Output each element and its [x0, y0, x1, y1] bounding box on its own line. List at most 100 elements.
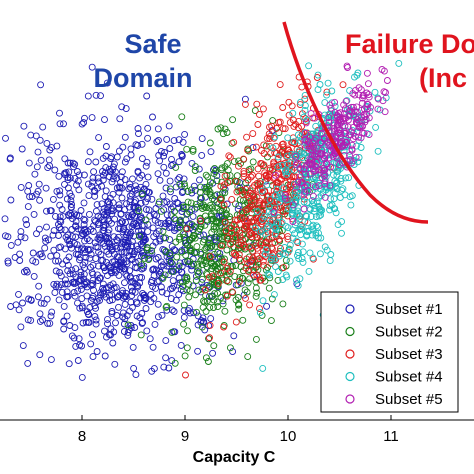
data-point-subset-1 — [185, 304, 193, 312]
data-point-subset-3 — [206, 334, 213, 342]
data-point-subset-1 — [100, 211, 108, 219]
data-point-subset-1 — [154, 125, 162, 133]
data-point-subset-3 — [251, 227, 259, 235]
data-point-subset-5 — [309, 192, 317, 200]
data-point-subset-3 — [278, 141, 286, 148]
data-point-subset-5 — [360, 111, 368, 119]
data-point-subset-4 — [297, 98, 304, 106]
data-point-subset-1 — [150, 211, 158, 218]
data-point-subset-1 — [32, 132, 40, 140]
data-point-subset-1 — [118, 218, 126, 226]
data-point-subset-1 — [118, 103, 126, 111]
data-point-subset-1 — [180, 313, 188, 321]
data-point-subset-4 — [302, 212, 310, 220]
data-point-subset-3 — [197, 217, 205, 225]
data-point-subset-1 — [87, 296, 95, 304]
data-point-subset-1 — [7, 241, 15, 249]
data-point-subset-4 — [270, 291, 278, 299]
data-point-subset-1 — [132, 197, 139, 205]
data-point-subset-2 — [159, 227, 167, 235]
data-point-subset-3 — [242, 294, 249, 302]
data-point-subset-5 — [318, 174, 326, 182]
data-point-subset-2 — [189, 147, 197, 155]
data-point-subset-2 — [210, 170, 218, 178]
data-point-subset-1 — [75, 335, 83, 343]
data-point-subset-3 — [235, 251, 243, 259]
data-point-subset-3 — [267, 259, 275, 267]
data-point-subset-4 — [338, 186, 346, 194]
data-point-subset-4 — [323, 91, 331, 99]
data-point-subset-1 — [43, 223, 50, 231]
data-point-subset-5 — [297, 165, 305, 173]
data-point-subset-1 — [205, 293, 213, 301]
data-point-subset-1 — [92, 320, 100, 328]
data-point-subset-1 — [166, 177, 174, 185]
data-point-subset-1 — [126, 192, 134, 200]
data-point-subset-5 — [320, 170, 328, 177]
data-point-subset-1 — [85, 210, 93, 218]
data-point-subset-1 — [55, 296, 63, 304]
data-point-subset-2 — [211, 164, 219, 172]
data-point-subset-1 — [119, 309, 127, 317]
data-point-subset-2 — [213, 219, 221, 226]
data-point-subset-2 — [217, 124, 225, 132]
data-point-subset-5 — [321, 135, 328, 143]
data-point-subset-4 — [355, 154, 363, 161]
data-point-subset-1 — [30, 272, 38, 280]
data-point-subset-1 — [123, 155, 131, 163]
data-point-subset-3 — [254, 165, 262, 173]
data-point-subset-1 — [134, 282, 142, 290]
data-point-subset-2 — [246, 275, 254, 283]
data-point-subset-2 — [213, 298, 221, 306]
data-point-subset-2 — [183, 275, 191, 282]
data-point-subset-3 — [284, 235, 292, 243]
data-point-subset-1 — [95, 219, 103, 227]
data-point-subset-1 — [189, 212, 197, 220]
data-point-subset-4 — [296, 275, 304, 283]
data-point-subset-1 — [20, 268, 28, 276]
data-point-subset-1 — [17, 228, 25, 236]
data-point-subset-1 — [27, 131, 35, 139]
data-point-subset-1 — [119, 289, 127, 297]
data-point-subset-1 — [80, 119, 88, 127]
data-point-subset-1 — [61, 180, 68, 188]
data-point-subset-4 — [314, 130, 322, 138]
data-point-subset-1 — [84, 92, 92, 100]
data-point-subset-1 — [150, 365, 158, 373]
data-point-subset-3 — [264, 249, 272, 257]
data-point-subset-1 — [167, 285, 175, 293]
data-point-subset-2 — [136, 232, 143, 240]
data-point-subset-3 — [270, 158, 278, 166]
data-point-subset-1 — [127, 278, 135, 286]
data-point-subset-1 — [88, 63, 96, 71]
data-point-subset-5 — [335, 126, 343, 134]
data-point-subset-4 — [258, 187, 266, 195]
data-point-subset-5 — [327, 104, 335, 112]
data-point-subset-5 — [302, 129, 310, 137]
data-point-subset-1 — [109, 190, 117, 198]
data-point-subset-3 — [249, 192, 257, 200]
data-point-subset-1 — [197, 194, 205, 202]
data-point-subset-4 — [286, 257, 294, 265]
data-point-subset-1 — [41, 244, 49, 252]
data-point-subset-4 — [274, 153, 282, 161]
data-point-subset-1 — [34, 148, 42, 156]
data-point-subset-1 — [123, 272, 131, 280]
data-point-subset-2 — [194, 270, 202, 278]
data-point-subset-3 — [236, 229, 244, 237]
data-point-subset-1 — [168, 162, 175, 169]
data-point-subset-1 — [138, 265, 146, 273]
data-point-subset-1 — [48, 308, 56, 316]
data-point-subset-1 — [64, 261, 72, 269]
data-point-subset-5 — [331, 98, 339, 106]
data-point-subset-3 — [298, 122, 306, 130]
data-point-subset-1 — [74, 251, 82, 259]
data-point-subset-2 — [204, 284, 212, 292]
annotation-safe-line1: Safe — [124, 29, 181, 59]
data-point-subset-1 — [98, 182, 105, 190]
data-point-subset-1 — [162, 184, 170, 192]
data-point-subset-3 — [240, 167, 248, 175]
data-point-subset-2 — [211, 168, 219, 176]
data-point-subset-1 — [165, 364, 173, 372]
data-point-subset-4 — [308, 178, 316, 186]
